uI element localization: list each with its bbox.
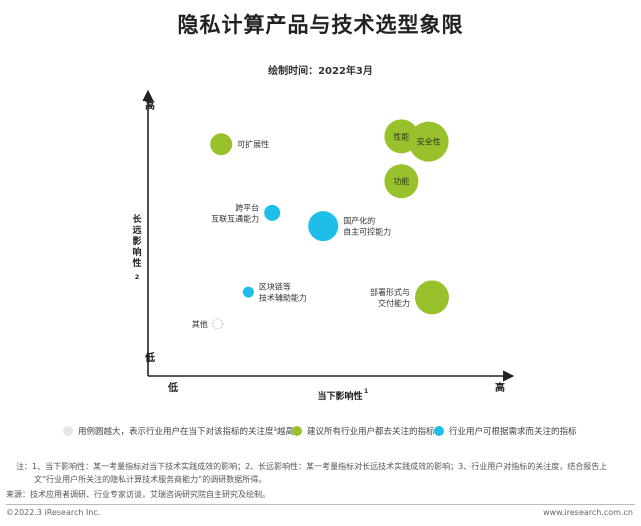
x-axis-low-label: 低 [167, 381, 178, 394]
bubble-label-1: 安全性 [417, 137, 441, 147]
y-axis-high-label: 高 [145, 99, 155, 112]
legend-dot-grey [63, 426, 73, 436]
y-axis-low-label: 低 [144, 351, 155, 364]
y-axis-title-sup: 2 [135, 273, 140, 281]
bubble-6 [415, 280, 449, 315]
footer-divider [6, 504, 635, 505]
legend-label-blue: 行业用户可根据需求而关注的指标 [449, 427, 577, 437]
legend-item-blue: 行业用户可根据需求而关注的指标 [434, 425, 577, 437]
source-note: 来源：技术应用者调研、行业专家访谈，艾瑞咨询研究院自主研究及绘制。 [6, 490, 270, 499]
bubble-label-7: 技术辅助能力 [259, 293, 307, 303]
y-axis-title-char: 长 [132, 213, 142, 225]
legend-label-size: 用例圆越大，表示行业用户在当下对该指标的关注度³越高 [78, 427, 294, 437]
bubble-label-2: 功能 [393, 176, 409, 186]
legend-item-green: 建议所有行业用户都去关注的指标 [292, 425, 435, 437]
bubble-label-0: 性能 [393, 131, 409, 141]
bubble-label-3: 可扩展性 [237, 139, 269, 149]
chart-subtitle: 绘制时间：2022年3月 [268, 66, 373, 77]
bubble-5 [308, 211, 339, 242]
y-axis-title-char: 影 [132, 236, 141, 247]
bubble-label-5: 自主可控能力 [343, 227, 391, 237]
bubble-label-4: 互联互通能力 [211, 213, 259, 223]
footnote: 注：1、当下影响性：某一考量指标对当下技术实践成效的影响；2、长远影响性：某一考… [16, 460, 628, 486]
bubble-3 [210, 133, 233, 156]
y-axis-title-char: 响 [132, 246, 141, 258]
footer-website: www.iresearch.com.cn [543, 508, 633, 517]
bubble-2 [384, 164, 419, 199]
legend-label-green: 建议所有行业用户都去关注的指标 [307, 427, 435, 437]
x-axis-title-sup: 1 [364, 388, 368, 395]
chart-legend: 用例圆越大，表示行业用户在当下对该指标的关注度³越高 建议所有行业用户都去关注的… [63, 425, 623, 441]
bubble-label-4: 跨平台 [235, 202, 259, 212]
bubble-7 [242, 286, 254, 298]
legend-dot-blue [434, 426, 444, 436]
bubble-label-6: 部署形式与 [370, 287, 410, 297]
x-axis-title: 当下影响性 [317, 390, 362, 402]
footnote-line-1: 注：1、当下影响性：某一考量指标对当下技术实践成效的影响；2、长远影响性：某一考… [16, 462, 608, 471]
y-axis-title-char: 性 [132, 257, 141, 269]
page-title: 隐私计算产品与技术选型象限 [177, 13, 464, 37]
bubble-1 [408, 121, 449, 162]
bubble-label-5: 国产化的 [343, 216, 375, 226]
x-axis-high-label: 高 [495, 381, 505, 394]
bubble-4 [264, 204, 281, 221]
y-axis-title-char: 远 [132, 225, 142, 236]
legend-item-size: 用例圆越大，表示行业用户在当下对该指标的关注度³越高 [63, 425, 294, 437]
footer-copyright: ©2022.3 iResearch Inc. [6, 508, 101, 517]
legend-dot-green [292, 426, 302, 436]
bubble-label-7: 区块链等 [259, 282, 291, 292]
bubble-8 [212, 318, 224, 330]
footnote-line-2: 文“行业用户所关注的隐私计算技术服务商能力”的调研数据所得。 [34, 475, 267, 484]
bubble-label-6: 交付能力 [378, 298, 410, 308]
bubble-label-8: 其他 [192, 319, 208, 329]
